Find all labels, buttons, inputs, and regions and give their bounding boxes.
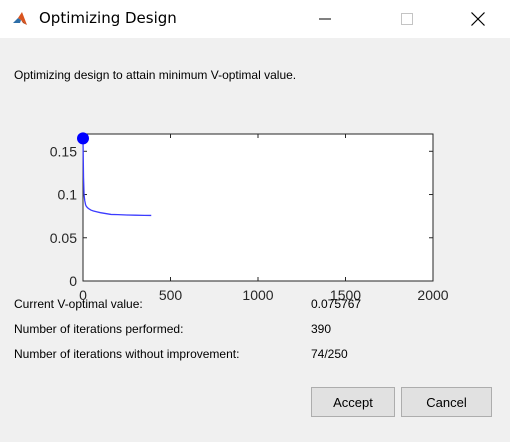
x-tick-label: 1000 xyxy=(242,287,273,303)
start-marker xyxy=(77,132,89,145)
progress-plot: 0 500 1000 1500 2000 0 0.05 0.1 0.15 xyxy=(0,123,510,313)
minimize-icon xyxy=(319,18,331,20)
cancel-button[interactable]: Cancel xyxy=(401,387,492,417)
close-icon xyxy=(471,12,485,26)
no-improvement-label: Number of iterations without improvement… xyxy=(14,347,240,361)
progress-chart: 0 500 1000 1500 2000 0 0.05 0.1 0.15 xyxy=(50,132,449,303)
iterations-label: Number of iterations performed: xyxy=(14,322,184,336)
title-bar: Optimizing Design xyxy=(0,0,510,38)
maximize-icon xyxy=(401,13,413,25)
accept-button[interactable]: Accept xyxy=(311,387,395,417)
series-line xyxy=(82,138,152,217)
current-value: 0.075767 xyxy=(311,297,362,311)
x-tick-label: 0 xyxy=(79,287,87,303)
y-tick-label: 0 xyxy=(69,273,77,289)
y-tick-label: 0.15 xyxy=(50,143,77,159)
maximize-button[interactable] xyxy=(384,0,430,38)
plot-area xyxy=(82,133,434,282)
minimize-button[interactable] xyxy=(302,0,348,38)
window-title: Optimizing Design xyxy=(39,9,177,27)
x-tick-label: 500 xyxy=(159,287,183,303)
y-tick-label: 0.1 xyxy=(58,187,78,203)
matlab-icon xyxy=(13,12,27,25)
iterations-value: 390 xyxy=(311,322,332,336)
no-improvement-value: 74/250 xyxy=(311,347,348,361)
dialog-body: Optimizing design to attain minimum V-op… xyxy=(0,38,510,442)
y-tick-label: 0.05 xyxy=(50,230,77,246)
x-tick-label: 1500 xyxy=(330,287,361,303)
x-tick-label: 2000 xyxy=(417,287,448,303)
close-button[interactable] xyxy=(455,0,501,38)
current-value-label: Current V-optimal value: xyxy=(14,297,143,311)
status-message: Optimizing design to attain minimum V-op… xyxy=(14,68,297,82)
